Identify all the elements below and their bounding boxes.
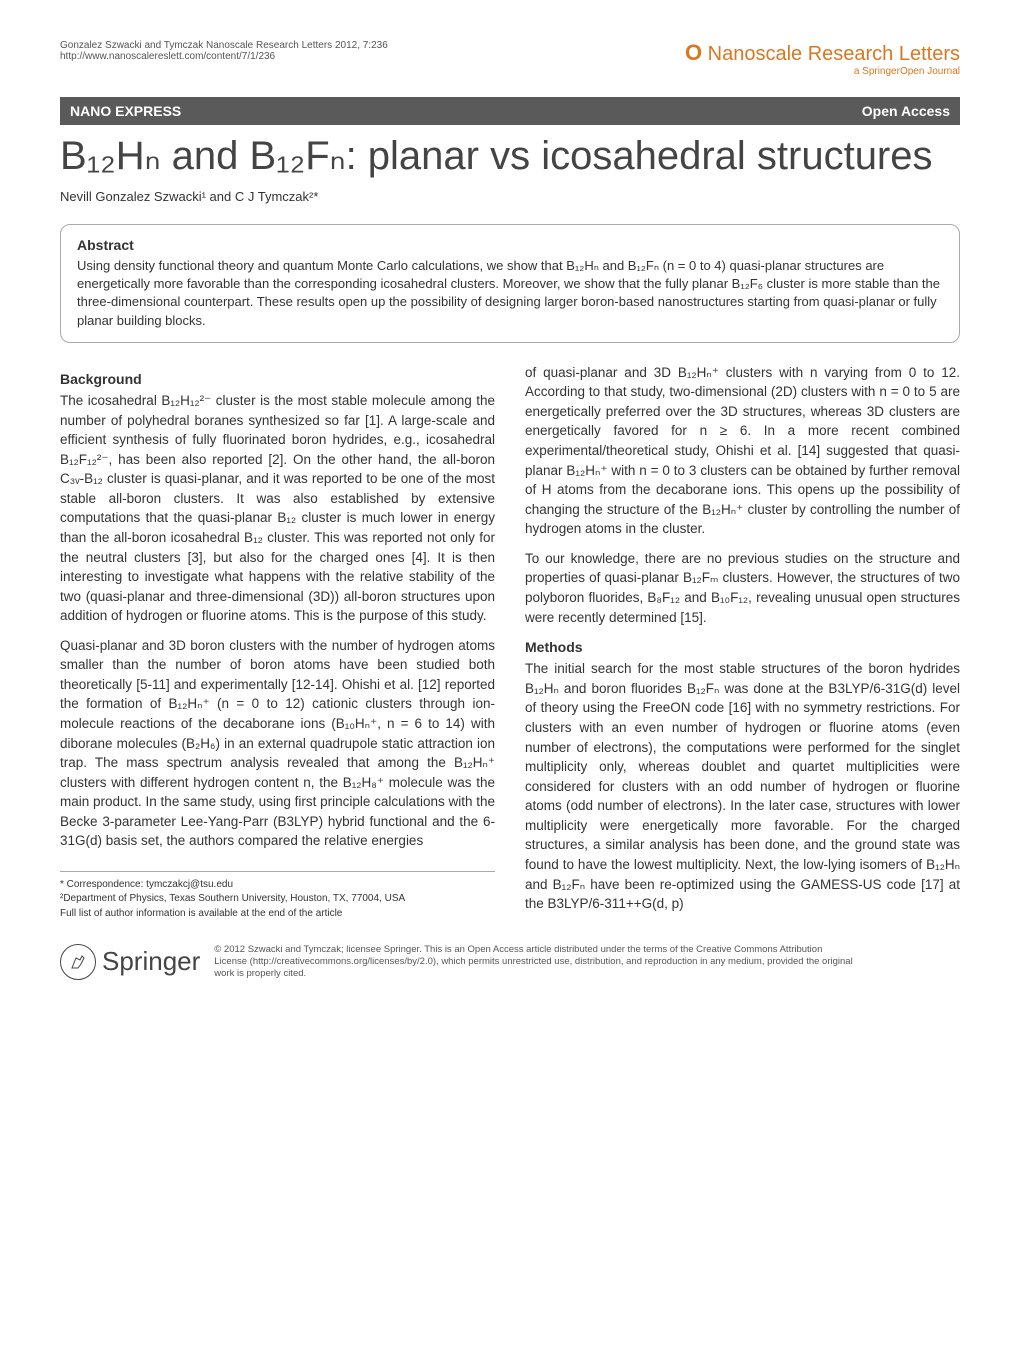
methods-heading: Methods bbox=[525, 637, 960, 657]
correspondence: * Correspondence: tymczakcj@tsu.edu bbox=[60, 878, 495, 893]
publisher-name: Springer bbox=[102, 946, 200, 977]
journal-subtitle: a SpringerOpen Journal bbox=[685, 66, 960, 77]
left-column: Background The icosahedral B₁₂H₁₂²⁻ clus… bbox=[60, 363, 495, 924]
running-head-text: Gonzalez Szwacki and Tymczak Nanoscale R… bbox=[60, 40, 388, 51]
authors: Nevill Gonzalez Szwacki¹ and C J Tymczak… bbox=[60, 189, 960, 204]
horse-svg bbox=[66, 950, 90, 974]
copyright-text: © 2012 Szwacki and Tymczak; licensee Spr… bbox=[214, 944, 854, 981]
abstract-heading: Abstract bbox=[77, 237, 943, 253]
journal-name: O Nanoscale Research Letters bbox=[685, 40, 960, 66]
springer-horse-icon bbox=[60, 944, 96, 980]
journal-logo-icon: O bbox=[685, 40, 702, 65]
abstract-box: Abstract Using density functional theory… bbox=[60, 224, 960, 343]
section-bar: NANO EXPRESS Open Access bbox=[60, 97, 960, 125]
background-p1: The icosahedral B₁₂H₁₂²⁻ cluster is the … bbox=[60, 391, 495, 626]
running-head-url: http://www.nanoscalereslett.com/content/… bbox=[60, 51, 388, 62]
right-column: of quasi-planar and 3D B₁₂Hₙ⁺ clusters w… bbox=[525, 363, 960, 924]
running-header: Gonzalez Szwacki and Tymczak Nanoscale R… bbox=[60, 40, 960, 77]
right-p1: of quasi-planar and 3D B₁₂Hₙ⁺ clusters w… bbox=[525, 363, 960, 539]
background-p2: Quasi-planar and 3D boron clusters with … bbox=[60, 636, 495, 851]
journal-brand: O Nanoscale Research Letters a SpringerO… bbox=[685, 40, 960, 77]
article-title: B₁₂Hₙ and B₁₂Fₙ: planar vs icosahedral s… bbox=[60, 133, 960, 179]
section-type: NANO EXPRESS bbox=[70, 103, 181, 119]
springer-logo: Springer bbox=[60, 944, 200, 980]
open-access-label: Open Access bbox=[862, 103, 950, 119]
journal-name-text: Nanoscale Research Letters bbox=[708, 43, 960, 65]
footnotes: * Correspondence: tymczakcj@tsu.edu ²Dep… bbox=[60, 871, 495, 922]
right-p2: To our knowledge, there are no previous … bbox=[525, 549, 960, 627]
header-citation: Gonzalez Szwacki and Tymczak Nanoscale R… bbox=[60, 40, 388, 62]
author-info-note: Full list of author information is avail… bbox=[60, 907, 495, 922]
background-heading: Background bbox=[60, 369, 495, 389]
abstract-text: Using density functional theory and quan… bbox=[77, 257, 943, 330]
affiliation: ²Department of Physics, Texas Southern U… bbox=[60, 892, 495, 907]
methods-p1: The initial search for the most stable s… bbox=[525, 659, 960, 913]
body-columns: Background The icosahedral B₁₂H₁₂²⁻ clus… bbox=[60, 363, 960, 924]
footer: Springer © 2012 Szwacki and Tymczak; lic… bbox=[60, 944, 960, 981]
